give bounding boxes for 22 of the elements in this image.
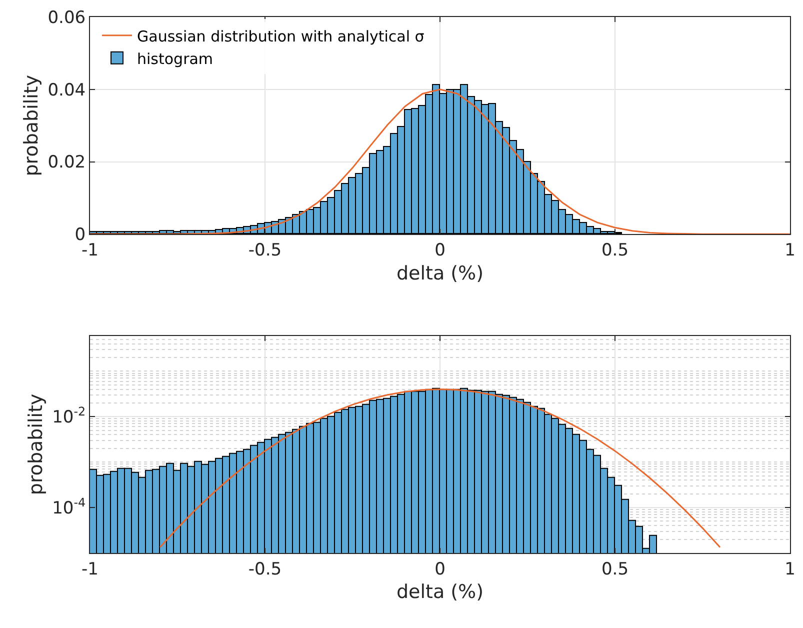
y-tick-label: 0.02	[48, 152, 86, 173]
x-tick-label: 0	[434, 240, 446, 261]
x-tick-label: 1	[784, 559, 796, 580]
x-tick-label: -0.5	[248, 559, 282, 580]
legend-label: Gaussian distribution with analytical σ	[137, 27, 425, 46]
y-axis-title: probability	[24, 394, 47, 496]
x-tick-label: -1	[82, 559, 98, 580]
line-series	[159, 388, 721, 548]
x-tick-label: 0	[434, 559, 446, 580]
y-tick-label: 0.04	[48, 80, 86, 100]
y-tick-label: 10$^{-4}$	[52, 495, 86, 518]
x-axis-title: delta (%)	[396, 262, 484, 284]
line-series	[90, 88, 790, 234]
x-tick-label: 1	[784, 240, 796, 261]
x-axis-title: delta (%)	[396, 581, 484, 604]
y-axis-title: probability	[20, 74, 43, 176]
legend-label: histogram	[137, 50, 214, 68]
y-tick-label: 0.06	[48, 8, 86, 28]
x-tick-label: -0.5	[248, 240, 282, 261]
y-tick-label: 10$^{-2}$	[52, 404, 86, 428]
x-tick-label: 0.5	[601, 240, 629, 261]
x-tick-label: 0.5	[601, 559, 629, 580]
